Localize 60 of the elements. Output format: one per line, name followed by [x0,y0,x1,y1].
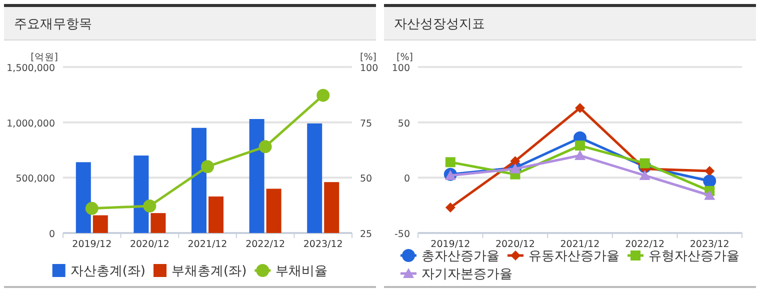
legend-label: 부채비율 [276,264,328,279]
y-axis-title: [%] [396,52,413,63]
point [201,160,214,174]
y2-tick-label: 75 [360,118,372,130]
point [510,156,520,166]
y-tick-label: 0 [48,229,55,240]
bar [208,196,224,233]
point [703,174,716,188]
x-tick-label: 2022/12 [625,239,665,250]
bar [76,162,91,233]
chart-title: 자산성장성지표 [394,17,485,32]
x-tick-label: 2023/12 [690,239,730,250]
x-tick-label: 2020/12 [130,239,170,250]
y2-axis-title: [%] [360,52,376,63]
point [575,140,585,151]
point [445,157,456,168]
chart-title: 주요재무항목 [14,17,92,32]
y-tick-label: 50 [398,118,410,130]
bar [150,213,166,233]
point [639,170,650,180]
y2-tick-label: 50 [360,174,372,185]
bar [134,156,149,233]
legend-label: 자기자본증가율 [422,267,512,282]
y2-tick-label: 25 [360,229,372,240]
legend-label: 자산총계(좌) [70,264,146,279]
point [704,190,716,200]
bar [249,119,264,233]
point [445,202,456,213]
x-tick-label: 2022/12 [246,239,286,250]
y-tick-label: 100 [392,63,410,74]
x-tick-label: 2021/12 [188,239,228,250]
bar [324,182,340,233]
x-tick-label: 2019/12 [430,239,470,250]
legend-label: 부채총계(좌) [172,264,247,279]
point [574,150,586,160]
legend-label: 유형자산증가율 [648,249,740,264]
legend-label: 총자산증가율 [422,249,500,264]
x-tick-label: 2019/12 [72,239,112,250]
x-tick-label: 2023/12 [303,239,343,250]
x-tick-label: 2021/12 [560,239,600,250]
point [143,199,156,212]
y-axis-title: [억원] [30,52,58,63]
x-tick-label: 2020/12 [495,239,535,250]
y-tick-label: -50 [394,229,410,240]
point [640,158,650,168]
y2-tick-label: 100 [360,63,378,74]
y-tick-label: 500,000 [16,174,55,185]
bar [307,123,322,233]
y-tick-label: 0 [404,174,410,185]
legend-label: 유동자산증가율 [528,249,620,264]
point [575,102,585,113]
y-tick-label: 1,000,000 [6,118,55,130]
point [258,140,272,154]
bar [92,215,108,233]
bar [266,188,282,233]
point [85,202,98,215]
point [316,88,330,102]
bar [192,128,206,233]
point [704,166,715,176]
y-tick-label: 1,500,000 [6,63,55,74]
